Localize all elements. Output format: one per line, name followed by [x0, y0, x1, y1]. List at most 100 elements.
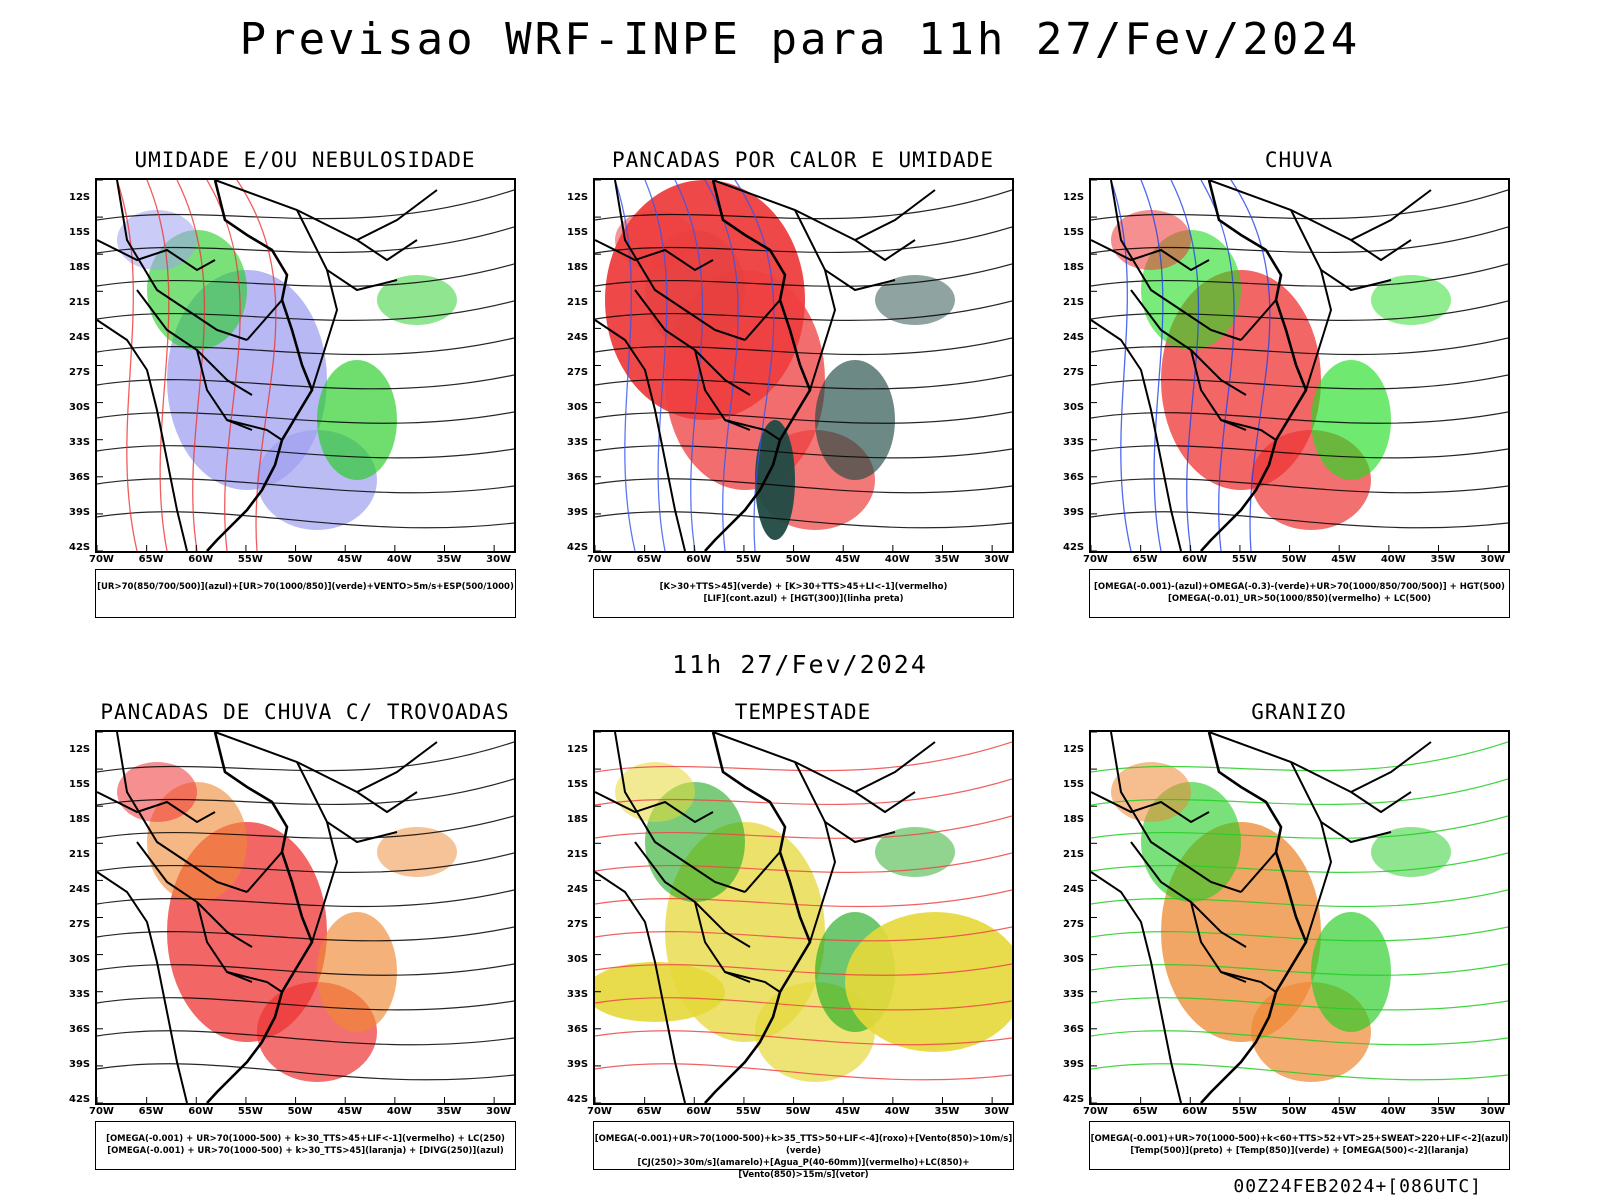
- contour-line: [595, 741, 1012, 773]
- contour-line: [674, 180, 704, 551]
- state-border: [1190, 901, 1247, 983]
- shaded-region: [317, 360, 397, 480]
- contour-line: [595, 778, 1012, 806]
- lon-tick-label: 70W: [89, 1106, 114, 1117]
- lon-tick-label: 70W: [587, 1106, 612, 1117]
- state-border: [246, 299, 283, 341]
- lat-tick-label: 36S: [1063, 1024, 1085, 1035]
- mid-title: 11h 27/Fev/2024: [672, 650, 928, 679]
- lat-tick-label: 15S: [567, 779, 589, 790]
- contour-line: [97, 963, 514, 976]
- lat-tick-label: 39S: [567, 507, 589, 518]
- lat-tick-label: 33S: [567, 437, 589, 448]
- map-frame: [593, 178, 1014, 553]
- lon-tick-label: 65W: [636, 1106, 662, 1117]
- lat-tick-label: 18S: [1063, 262, 1085, 273]
- contour-line: [704, 180, 739, 551]
- lat-tick-label: 30S: [567, 954, 589, 965]
- shaded-region: [845, 912, 1012, 1052]
- legend-line: [CJ(250)>30m/s](amarelo)+[Agua_P(40-60mm…: [637, 1158, 970, 1180]
- state-border: [1240, 299, 1277, 341]
- lon-tick-label: 60W: [686, 1106, 712, 1117]
- contour-line: [1091, 997, 1508, 1011]
- contour-line: [1091, 926, 1508, 942]
- state-border: [1220, 419, 1277, 441]
- lat-tick-label: 12S: [567, 744, 589, 755]
- contour-line: [97, 411, 514, 424]
- lat-tick-label: 18S: [567, 814, 589, 825]
- map-frame: [593, 730, 1014, 1105]
- contour-line: [1091, 778, 1508, 806]
- lon-tick-label: 70W: [1083, 1106, 1108, 1117]
- state-border: [226, 971, 283, 993]
- contour-line: [1091, 478, 1508, 494]
- contour-line: [595, 411, 1012, 424]
- lat-tick-label: 15S: [567, 227, 589, 238]
- lat-tick-label: 12S: [1063, 192, 1085, 203]
- lat-tick-label: 15S: [69, 227, 91, 238]
- lat-tick-label: 15S: [1063, 227, 1085, 238]
- contour-line: [1091, 263, 1508, 287]
- lon-tick-label: 50W: [1281, 554, 1307, 565]
- contour-line: [97, 189, 514, 221]
- lat-tick-label: 39S: [69, 1059, 91, 1070]
- lat-tick-label: 21S: [69, 849, 91, 860]
- lon-tick-label: 50W: [287, 1106, 313, 1117]
- lon-tick-label: 55W: [735, 1106, 761, 1117]
- panel-granizo: GRANIZO [OMEGA(-0.001)+UR>70(1000-500)+k…: [1063, 700, 1510, 1170]
- lat-tick-label: 27S: [1063, 367, 1085, 378]
- lon-tick-label: 45W: [1331, 1106, 1357, 1117]
- contour-line: [1091, 445, 1508, 459]
- contour-line: [1091, 1063, 1508, 1081]
- map-canvas: [1091, 180, 1508, 551]
- lon-tick-label: 30W: [984, 1106, 1010, 1117]
- lon-tick-label: 55W: [237, 554, 263, 565]
- shaded-region: [755, 420, 795, 540]
- legend-box: [OMEGA(-0.001)+UR>70(1000-500)+k>35_TTS>…: [593, 1121, 1014, 1180]
- contour-line: [1091, 189, 1508, 221]
- lon-tick-label: 65W: [138, 554, 164, 565]
- lon-tick-label: 30W: [486, 554, 512, 565]
- contour-line: [595, 226, 1012, 254]
- contour-line: [595, 963, 1012, 976]
- legend-box: [OMEGA(-0.001)-(azul)+OMEGA(-0.3)-(verde…: [1089, 569, 1510, 618]
- lon-tick-label: 40W: [386, 1106, 412, 1117]
- lon-tick-label: 50W: [287, 554, 313, 565]
- state-border: [854, 239, 916, 262]
- lat-tick-label: 39S: [69, 507, 91, 518]
- state-border: [311, 269, 339, 391]
- map-frame: [95, 730, 516, 1105]
- state-border: [214, 180, 438, 242]
- lat-tick-label: 18S: [69, 262, 91, 273]
- state-border: [226, 419, 283, 441]
- lon-tick-label: 60W: [188, 1106, 214, 1117]
- lat-tick-label: 36S: [567, 1024, 589, 1035]
- contour-line: [1200, 180, 1235, 551]
- shaded-region: [377, 275, 457, 325]
- state-border: [1290, 761, 1392, 844]
- contour-line: [97, 926, 514, 942]
- lon-tick-label: 55W: [1231, 1106, 1257, 1117]
- lat-tick-label: 27S: [567, 367, 589, 378]
- contour-line: [97, 337, 514, 356]
- state-border: [712, 732, 936, 794]
- lat-tick-label: 42S: [69, 1094, 91, 1105]
- lon-tick-label: 70W: [89, 554, 114, 565]
- state-border: [1110, 732, 1242, 893]
- contour-line: [595, 445, 1012, 459]
- contour-line: [1091, 741, 1508, 773]
- contour-line: [595, 189, 1012, 221]
- contour-line: [595, 374, 1012, 390]
- contour-line: [1091, 374, 1508, 390]
- contour-line: [97, 889, 514, 908]
- lat-tick-label: 21S: [69, 297, 91, 308]
- lat-tick-label: 36S: [567, 472, 589, 483]
- contour-line: [97, 1063, 514, 1081]
- lat-tick-label: 42S: [1063, 542, 1085, 553]
- contour-line: [97, 815, 514, 839]
- lat-tick-label: 30S: [1063, 402, 1085, 413]
- lon-tick-label: 35W: [934, 1106, 960, 1117]
- lon-tick-label: 55W: [1231, 554, 1257, 565]
- lon-tick-label: 40W: [884, 554, 910, 565]
- state-border: [744, 851, 781, 893]
